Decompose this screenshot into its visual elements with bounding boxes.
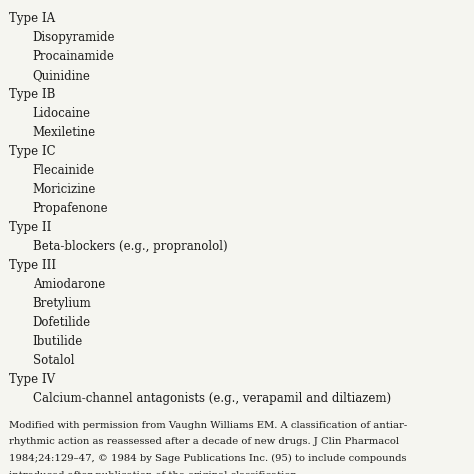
Text: rhythmic action as reassessed after a decade of new drugs. J Clin Pharmacol: rhythmic action as reassessed after a de… <box>9 438 399 447</box>
Text: introduced after publication of the original classification.: introduced after publication of the orig… <box>9 471 300 474</box>
Text: Beta-blockers (e.g., propranolol): Beta-blockers (e.g., propranolol) <box>33 240 228 253</box>
Text: Type III: Type III <box>9 259 56 272</box>
Text: Dofetilide: Dofetilide <box>33 316 91 329</box>
Text: Mexiletine: Mexiletine <box>33 126 96 139</box>
Text: Type IC: Type IC <box>9 145 55 158</box>
Text: Calcium-channel antagonists (e.g., verapamil and diltiazem): Calcium-channel antagonists (e.g., verap… <box>33 392 391 405</box>
Text: Flecainide: Flecainide <box>33 164 95 177</box>
Text: Lidocaine: Lidocaine <box>33 107 91 120</box>
Text: Procainamide: Procainamide <box>33 50 115 63</box>
Text: Sotalol: Sotalol <box>33 354 74 367</box>
Text: Moricizine: Moricizine <box>33 183 96 196</box>
Text: Bretylium: Bretylium <box>33 297 91 310</box>
Text: Ibutilide: Ibutilide <box>33 335 83 348</box>
Text: Amiodarone: Amiodarone <box>33 278 105 291</box>
Text: Modified with permission from Vaughn Williams EM. A classification of antiar-: Modified with permission from Vaughn Wil… <box>9 421 407 430</box>
Text: Type IV: Type IV <box>9 373 55 386</box>
Text: Type IA: Type IA <box>9 12 55 25</box>
Text: Type II: Type II <box>9 221 51 234</box>
Text: Propafenone: Propafenone <box>33 202 108 215</box>
Text: Type IB: Type IB <box>9 88 55 101</box>
Text: 1984;24:129–47, © 1984 by Sage Publications Inc. (95) to include compounds: 1984;24:129–47, © 1984 by Sage Publicati… <box>9 454 406 463</box>
Text: Disopyramide: Disopyramide <box>33 31 115 44</box>
Text: Quinidine: Quinidine <box>33 69 91 82</box>
